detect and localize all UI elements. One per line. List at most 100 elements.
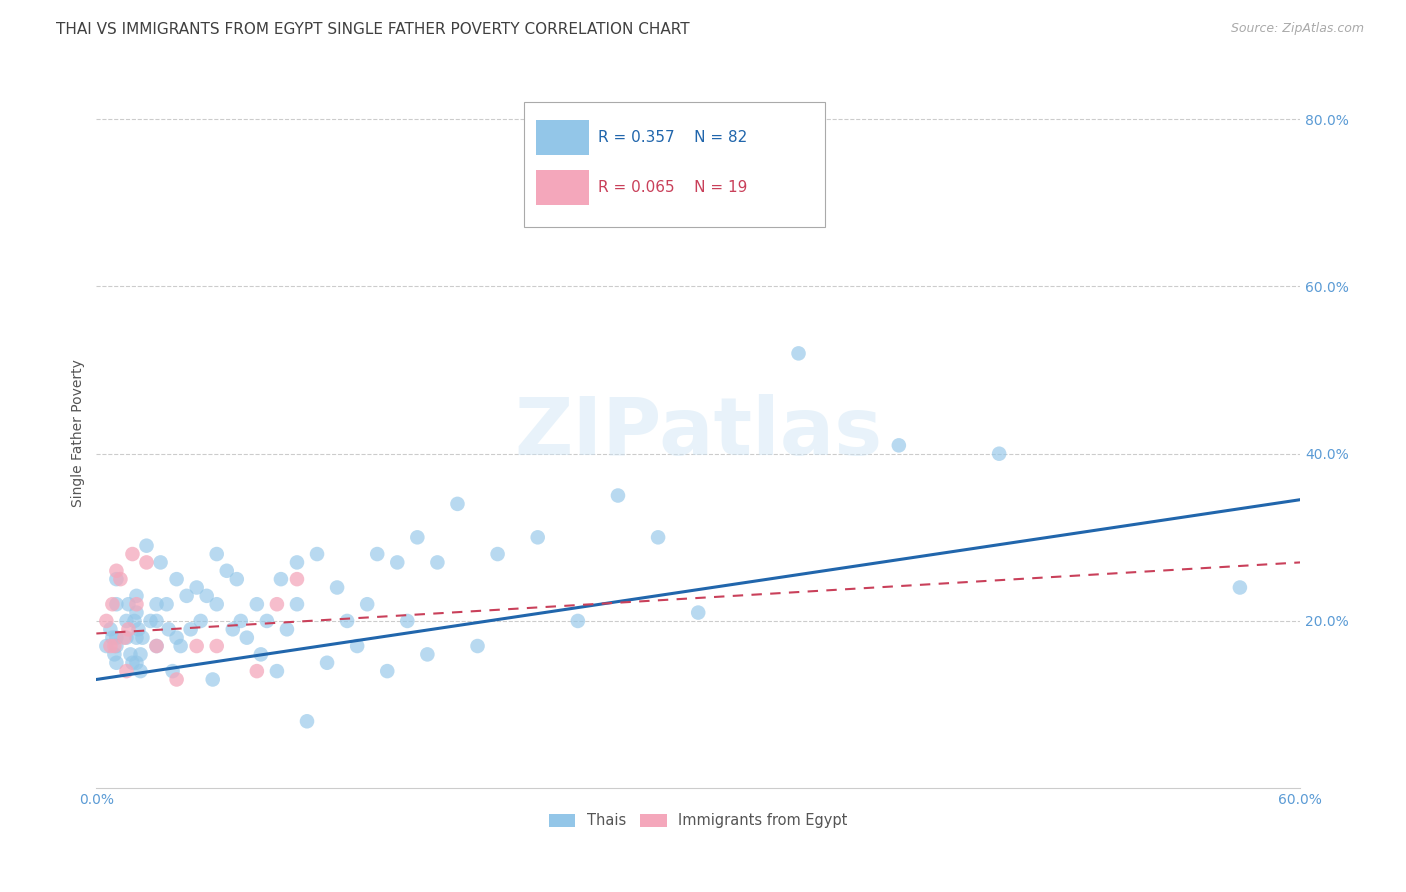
Point xyxy=(186,581,208,595)
Point xyxy=(125,606,148,620)
Point xyxy=(305,547,328,561)
Text: R = 0.065    N = 19: R = 0.065 N = 19 xyxy=(599,180,748,195)
Point xyxy=(526,530,548,544)
Point xyxy=(195,589,218,603)
Point xyxy=(246,664,269,678)
Point xyxy=(114,631,136,645)
Point xyxy=(117,623,139,637)
Point xyxy=(988,447,1011,461)
Point xyxy=(127,623,149,637)
Point xyxy=(176,589,198,603)
Point xyxy=(787,346,810,360)
Point xyxy=(186,639,208,653)
Text: R = 0.357    N = 82: R = 0.357 N = 82 xyxy=(599,130,748,145)
Point xyxy=(115,664,138,678)
Point xyxy=(105,631,128,645)
Point xyxy=(201,673,224,687)
Point xyxy=(145,639,167,653)
Point xyxy=(215,564,238,578)
Point xyxy=(316,656,339,670)
Point xyxy=(129,648,152,662)
Point xyxy=(131,631,153,645)
Point xyxy=(486,547,509,561)
Point xyxy=(567,614,589,628)
Point xyxy=(100,639,122,653)
Point xyxy=(105,597,128,611)
Point xyxy=(110,572,132,586)
FancyBboxPatch shape xyxy=(536,120,589,155)
Point xyxy=(155,597,177,611)
Point xyxy=(205,597,228,611)
Point xyxy=(256,614,278,628)
Point xyxy=(121,656,143,670)
Point xyxy=(125,597,148,611)
Point xyxy=(246,597,269,611)
FancyBboxPatch shape xyxy=(523,103,824,227)
Point xyxy=(125,656,148,670)
Point xyxy=(149,556,172,570)
Point xyxy=(270,572,292,586)
Text: ZIPatlas: ZIPatlas xyxy=(515,393,883,472)
Point xyxy=(285,572,308,586)
Point xyxy=(115,631,138,645)
Point xyxy=(387,556,409,570)
Point xyxy=(229,614,252,628)
Point xyxy=(225,572,247,586)
Point xyxy=(125,631,148,645)
Y-axis label: Single Father Poverty: Single Father Poverty xyxy=(72,359,86,507)
Point xyxy=(375,664,398,678)
Point xyxy=(250,648,273,662)
Point xyxy=(162,664,184,678)
Point xyxy=(366,547,388,561)
Point xyxy=(105,639,128,653)
Point xyxy=(101,597,124,611)
Point xyxy=(145,614,167,628)
Point xyxy=(120,648,142,662)
Point xyxy=(887,438,910,452)
Point xyxy=(356,597,378,611)
Point xyxy=(446,497,468,511)
Point xyxy=(426,556,449,570)
Point xyxy=(117,597,139,611)
Point xyxy=(166,572,188,586)
Point xyxy=(688,606,710,620)
Point xyxy=(276,623,298,637)
Point xyxy=(336,614,359,628)
Point xyxy=(222,623,245,637)
Point xyxy=(396,614,419,628)
Point xyxy=(135,556,157,570)
Text: THAI VS IMMIGRANTS FROM EGYPT SINGLE FATHER POVERTY CORRELATION CHART: THAI VS IMMIGRANTS FROM EGYPT SINGLE FAT… xyxy=(56,22,690,37)
Point xyxy=(103,639,125,653)
Point xyxy=(96,614,118,628)
Point xyxy=(105,564,128,578)
Point xyxy=(100,623,122,637)
Point xyxy=(416,648,439,662)
Point xyxy=(124,614,146,628)
Point xyxy=(406,530,429,544)
Point xyxy=(647,530,669,544)
FancyBboxPatch shape xyxy=(536,170,589,205)
Point xyxy=(101,631,124,645)
Point xyxy=(135,539,157,553)
Point xyxy=(285,597,308,611)
Point xyxy=(326,581,349,595)
Point xyxy=(236,631,259,645)
Point xyxy=(157,623,180,637)
Point xyxy=(166,631,188,645)
Point xyxy=(96,639,118,653)
Point xyxy=(139,614,162,628)
Legend: Thais, Immigrants from Egypt: Thais, Immigrants from Egypt xyxy=(543,807,853,834)
Point xyxy=(180,623,202,637)
Point xyxy=(166,673,188,687)
Point xyxy=(346,639,368,653)
Text: Source: ZipAtlas.com: Source: ZipAtlas.com xyxy=(1230,22,1364,36)
Point xyxy=(105,572,128,586)
Point xyxy=(295,714,318,729)
Point xyxy=(169,639,191,653)
Point xyxy=(607,489,630,503)
Point xyxy=(266,664,288,678)
Point xyxy=(145,639,167,653)
Point xyxy=(205,639,228,653)
Point xyxy=(103,648,125,662)
Point xyxy=(115,614,138,628)
